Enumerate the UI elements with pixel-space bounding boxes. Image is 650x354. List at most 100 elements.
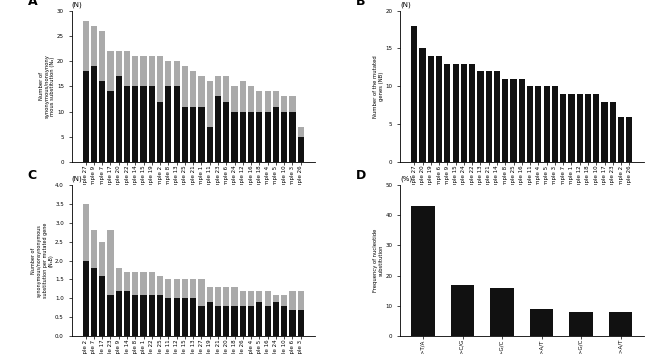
Bar [543,86,550,162]
Bar [83,71,89,162]
Bar [411,26,417,162]
Bar [428,56,434,162]
Bar [198,280,205,306]
Bar [140,272,147,295]
Bar [132,86,138,162]
Bar [248,86,254,112]
Bar [215,96,221,162]
Text: D: D [356,169,367,182]
Bar [298,137,304,162]
Bar [132,272,138,295]
Bar [231,306,238,336]
Bar [240,81,246,112]
Y-axis label: Frequency of nucleotide
substitution: Frequency of nucleotide substitution [373,229,384,292]
Bar [281,295,287,306]
Bar [215,287,221,306]
Bar [527,86,533,162]
Bar [281,306,287,336]
Bar [436,56,442,162]
Bar [577,94,583,162]
Bar [83,21,89,71]
Bar [157,56,163,102]
Text: A: A [28,0,37,7]
Bar [182,66,188,107]
Bar [207,302,213,336]
Bar [273,302,279,336]
Bar [289,112,296,162]
Bar [223,102,229,162]
Bar [240,306,246,336]
Bar [469,64,475,162]
Bar [273,107,279,162]
Y-axis label: Number of
synonymous/nonsynonymous
substitution per mutated gene
(NₐB): Number of synonymous/nonsynonymous subst… [31,223,54,298]
Bar [116,291,122,336]
Bar [157,276,163,295]
Bar [132,295,138,336]
Bar [91,66,97,162]
Bar [552,86,558,162]
Bar [207,81,213,127]
Bar [519,79,525,162]
Bar [165,298,172,336]
Bar [223,287,229,306]
Bar [601,102,608,162]
Bar [116,51,122,76]
Bar [124,272,130,291]
Bar [256,91,263,112]
Text: (N): (N) [400,1,411,7]
Bar [182,298,188,336]
Bar [99,81,105,162]
Bar [530,309,553,336]
Bar [91,230,97,268]
Bar [99,31,105,81]
Bar [298,127,304,137]
Bar [182,280,188,298]
Bar [107,51,114,91]
Bar [116,268,122,291]
Bar [569,312,593,336]
Bar [215,76,221,96]
Bar [107,295,114,336]
Bar [83,261,89,336]
Bar [231,112,238,162]
Bar [610,102,616,162]
Bar [265,91,271,112]
Bar [568,94,575,162]
Bar [132,56,138,86]
Bar [461,64,467,162]
Bar [190,71,196,107]
Bar [83,204,89,261]
Bar [124,86,130,162]
Bar [419,48,426,162]
Legend: Nonsynonymous, Synonymous: Nonsynonymous, Synonymous [224,222,313,228]
Bar [281,112,287,162]
Text: (N): (N) [72,175,83,182]
Bar [165,280,172,298]
Bar [289,310,296,336]
Bar [99,276,105,336]
Bar [256,291,263,302]
Bar [165,86,172,162]
Bar [207,127,213,162]
Bar [585,94,591,162]
Bar [240,291,246,306]
Bar [265,112,271,162]
Bar [140,295,147,336]
Text: C: C [28,169,37,182]
Bar [535,86,541,162]
Bar [207,287,213,302]
Bar [174,61,180,86]
Bar [486,71,492,162]
Bar [140,86,147,162]
Y-axis label: Number of the mutated
genes (NB): Number of the mutated genes (NB) [373,55,384,118]
Bar [273,295,279,302]
Bar [298,291,304,310]
Bar [289,291,296,310]
Bar [248,291,254,306]
Bar [273,91,279,107]
Bar [450,285,474,336]
Bar [626,117,632,162]
Bar [298,310,304,336]
Bar [157,295,163,336]
Bar [502,79,508,162]
